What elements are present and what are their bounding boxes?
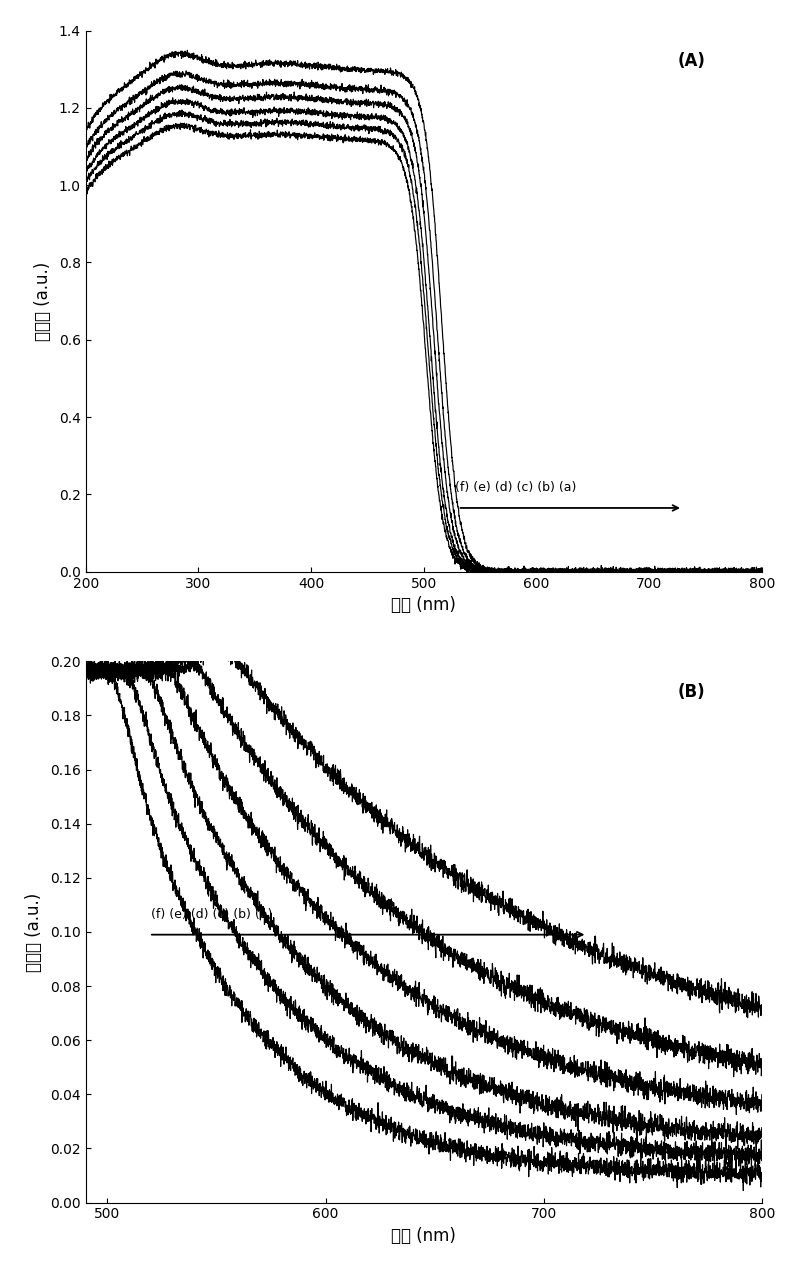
X-axis label: 波长 (nm): 波长 (nm) — [391, 1227, 456, 1245]
X-axis label: 波长 (nm): 波长 (nm) — [391, 596, 456, 615]
Y-axis label: 吸光度 (a.u.): 吸光度 (a.u.) — [25, 893, 43, 972]
Text: (B): (B) — [678, 683, 705, 701]
Y-axis label: 吸光度 (a.u.): 吸光度 (a.u.) — [34, 262, 52, 340]
Text: (f) (e) (d) (c) (b) (a): (f) (e) (d) (c) (b) (a) — [151, 908, 273, 921]
Text: (A): (A) — [678, 52, 705, 70]
Text: (f) (e) (d) (c) (b) (a): (f) (e) (d) (c) (b) (a) — [455, 481, 577, 494]
